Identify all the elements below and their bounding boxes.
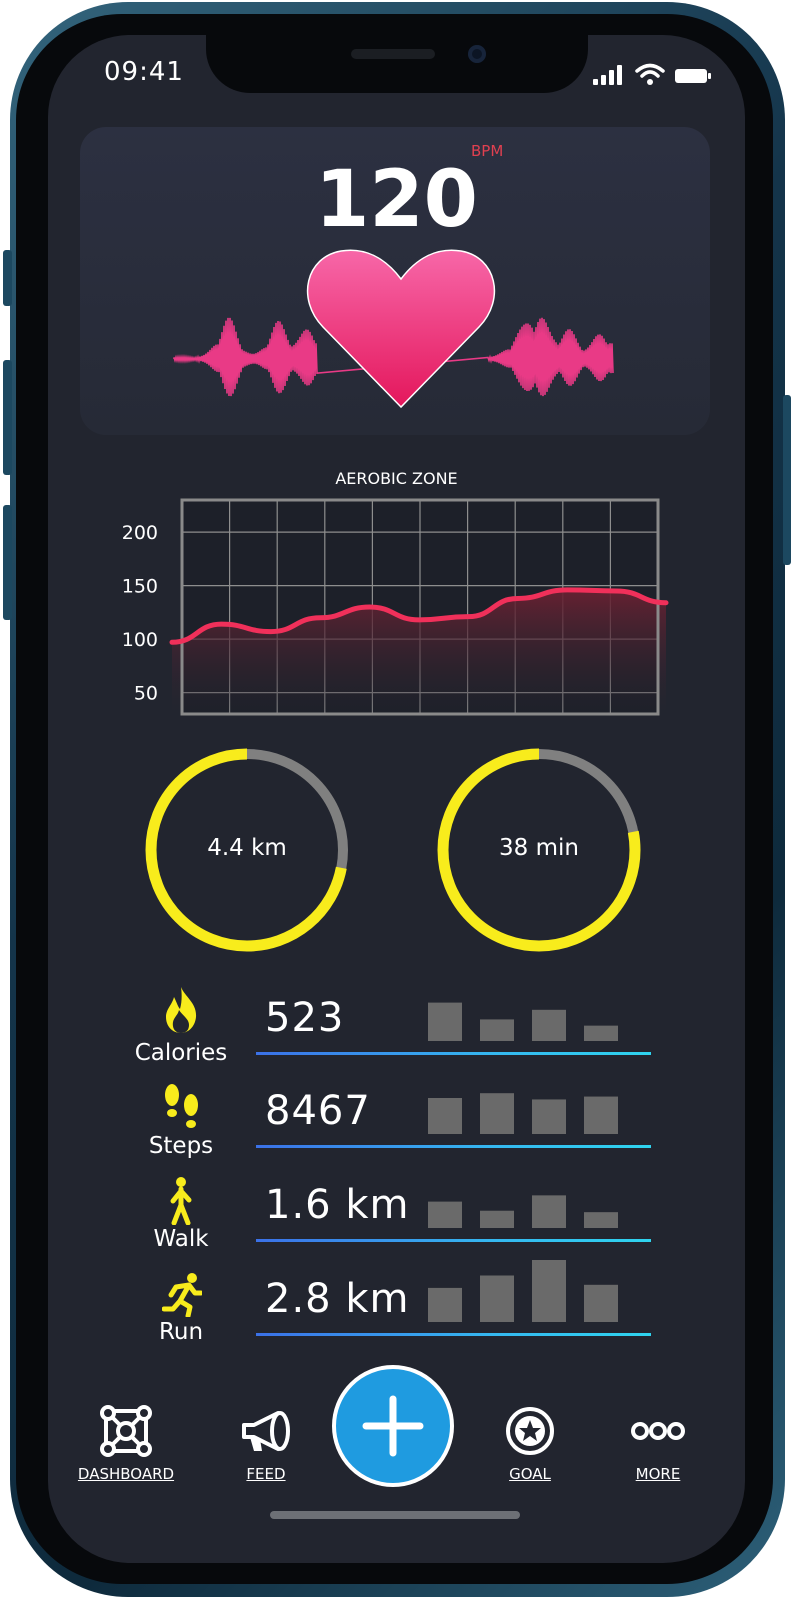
flame-icon bbox=[166, 987, 197, 1033]
mini-bars-run bbox=[428, 1260, 618, 1322]
mini-bar bbox=[584, 1284, 618, 1322]
stat-divider bbox=[256, 1052, 651, 1055]
megaphone-icon bbox=[242, 1411, 290, 1451]
mini-bar bbox=[532, 1009, 566, 1041]
battery-icon bbox=[675, 69, 711, 83]
volume-down-button bbox=[3, 505, 12, 620]
status-icons bbox=[593, 61, 711, 85]
duration-ring bbox=[437, 748, 641, 952]
stat-label-steps: Steps bbox=[148, 1133, 214, 1159]
nav-goal-label: GOAL bbox=[509, 1465, 551, 1483]
distance-ring-label: 4.4 km bbox=[207, 835, 287, 861]
mini-bar bbox=[480, 1210, 514, 1228]
power-button bbox=[783, 395, 791, 565]
walk-icon bbox=[170, 1177, 192, 1225]
dashboard-icon bbox=[100, 1405, 152, 1457]
chart-area-fill bbox=[172, 590, 666, 714]
stat-label-walk: Walk bbox=[153, 1226, 209, 1252]
mini-bar bbox=[584, 1096, 618, 1134]
front-camera bbox=[468, 45, 486, 63]
heartbeat-waveform bbox=[173, 249, 614, 409]
wifi-icon bbox=[635, 63, 665, 85]
stat-divider bbox=[256, 1239, 651, 1242]
mini-bar bbox=[480, 1019, 514, 1041]
stat-value-calories: 523 bbox=[265, 995, 345, 1041]
more-dots-icon bbox=[631, 1422, 685, 1440]
mini-bar bbox=[584, 1212, 618, 1228]
nav-more-label: MORE bbox=[635, 1465, 681, 1483]
volume-up-button bbox=[3, 360, 12, 475]
nav-more[interactable]: MORE bbox=[598, 1405, 718, 1483]
mini-bar bbox=[532, 1195, 566, 1228]
stat-value-steps: 8467 bbox=[265, 1088, 371, 1134]
run-icon bbox=[162, 1273, 202, 1317]
stat-label-calories: Calories bbox=[134, 1040, 228, 1066]
app-screen: 09:41 120 BPM bbox=[48, 35, 745, 1563]
mini-bar bbox=[428, 1002, 462, 1041]
mini-bar bbox=[532, 1099, 566, 1134]
distance-ring bbox=[145, 748, 349, 952]
aerobic-zone-chart: 200 150 100 50 bbox=[122, 498, 669, 716]
nav-feed-label: FEED bbox=[246, 1465, 286, 1483]
bpm-unit: BPM bbox=[471, 142, 504, 160]
status-time: 09:41 bbox=[104, 57, 184, 87]
home-indicator[interactable] bbox=[270, 1511, 520, 1519]
mini-bars-calories bbox=[428, 1002, 618, 1041]
mini-bar bbox=[480, 1093, 514, 1134]
stat-divider bbox=[256, 1145, 651, 1148]
y-tick-label: 50 bbox=[134, 683, 158, 705]
nav-feed[interactable]: FEED bbox=[206, 1405, 326, 1483]
chart-series-line bbox=[169, 587, 669, 645]
mini-bar bbox=[428, 1098, 462, 1134]
add-button[interactable] bbox=[332, 1365, 454, 1487]
mute-switch bbox=[3, 250, 12, 306]
goal-badge-icon bbox=[506, 1407, 554, 1455]
earpiece bbox=[351, 49, 435, 59]
chart-title: AEROBIC ZONE bbox=[335, 469, 458, 488]
stat-divider bbox=[256, 1333, 651, 1336]
y-tick-label: 200 bbox=[122, 522, 158, 544]
footprints-icon bbox=[165, 1084, 198, 1128]
notch bbox=[206, 35, 588, 93]
bpm-value: 120 bbox=[315, 155, 478, 245]
mini-bar bbox=[584, 1025, 618, 1041]
y-tick-label: 150 bbox=[122, 576, 158, 598]
plus-icon bbox=[362, 1395, 424, 1457]
mini-bar bbox=[428, 1201, 462, 1228]
stat-label-run: Run bbox=[158, 1319, 204, 1345]
waveform-spikes bbox=[173, 317, 614, 397]
signal-icon bbox=[593, 65, 622, 85]
nav-dashboard[interactable]: DASHBOARD bbox=[66, 1405, 186, 1483]
stat-value-walk: 1.6 km bbox=[265, 1182, 410, 1228]
stat-value-run: 2.8 km bbox=[265, 1276, 410, 1322]
nav-goal[interactable]: GOAL bbox=[470, 1405, 590, 1483]
heart-icon bbox=[306, 249, 496, 409]
y-tick-label: 100 bbox=[122, 629, 158, 651]
nav-dashboard-label: DASHBOARD bbox=[77, 1465, 175, 1483]
mini-bar bbox=[480, 1275, 514, 1322]
mini-bar bbox=[428, 1287, 462, 1322]
mini-bar bbox=[532, 1260, 566, 1322]
mini-bars-walk bbox=[428, 1195, 618, 1228]
mini-bars-steps bbox=[428, 1093, 618, 1134]
duration-ring-label: 38 min bbox=[499, 835, 579, 861]
